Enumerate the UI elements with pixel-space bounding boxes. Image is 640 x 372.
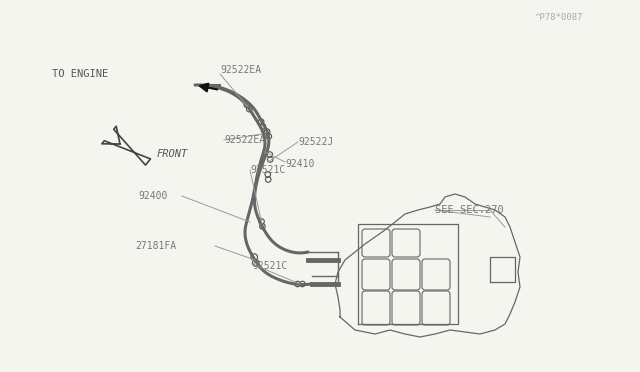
Text: SEE SEC.270: SEE SEC.270 — [435, 205, 504, 215]
Text: 27181FA: 27181FA — [135, 241, 176, 251]
Text: 92400: 92400 — [138, 191, 168, 201]
Text: TO ENGINE: TO ENGINE — [52, 69, 108, 79]
Text: 92522EA: 92522EA — [224, 135, 265, 145]
Text: FRONT: FRONT — [157, 149, 188, 159]
Text: 92521C: 92521C — [250, 165, 285, 175]
Text: 92522EA: 92522EA — [220, 65, 261, 75]
Text: 92410: 92410 — [285, 159, 314, 169]
Text: ^P78*0087: ^P78*0087 — [535, 13, 584, 22]
Text: 92522J: 92522J — [298, 137, 333, 147]
Text: 92521C: 92521C — [252, 261, 287, 271]
